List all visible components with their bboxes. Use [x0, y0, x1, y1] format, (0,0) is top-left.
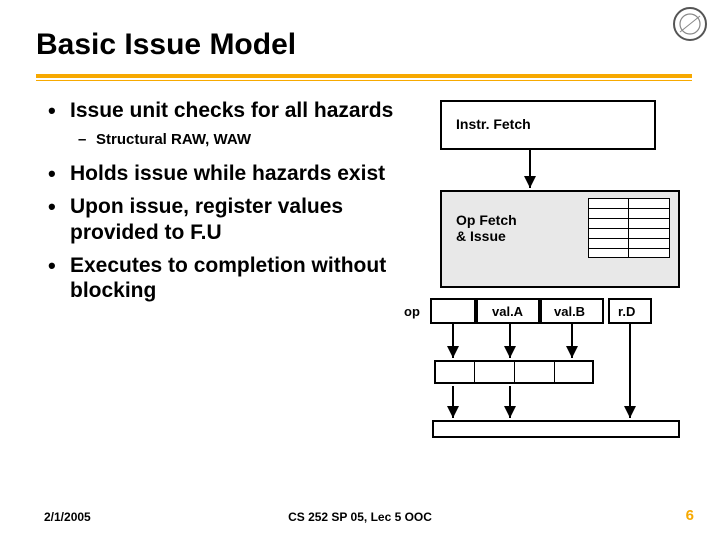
rD-label: r.D — [618, 304, 635, 319]
result-bus — [432, 420, 680, 438]
regfile-rows — [588, 198, 670, 258]
footer-center: CS 252 SP 05, Lec 5 OOC — [0, 510, 720, 524]
title-underline-thick — [36, 74, 692, 78]
op-fetch-label: Op Fetch & Issue — [456, 212, 517, 244]
field-op — [430, 298, 476, 324]
valA-label: val.A — [492, 304, 523, 319]
pipeline-diagram: Instr. Fetch Op Fetch & Issue op val.A v… — [420, 96, 700, 446]
bullet-3: Upon issue, register values provided to … — [44, 194, 414, 244]
bullet-list: Issue unit checks for all hazards Struct… — [44, 98, 414, 311]
bullet-1a: Structural RAW, WAW — [44, 131, 414, 149]
bullet-2: Holds issue while hazards exist — [44, 161, 414, 186]
bullet-1: Issue unit checks for all hazards — [44, 98, 414, 123]
fu-1-cols — [434, 360, 594, 384]
logo — [672, 6, 708, 42]
title-underline-thin — [36, 80, 692, 81]
footer-page: 6 — [686, 507, 694, 524]
bullet-4: Executes to completion without blocking — [44, 253, 414, 303]
slide-title: Basic Issue Model — [36, 28, 296, 62]
op-label: op — [404, 304, 420, 319]
valB-label: val.B — [554, 304, 585, 319]
instr-fetch-label: Instr. Fetch — [456, 116, 531, 132]
